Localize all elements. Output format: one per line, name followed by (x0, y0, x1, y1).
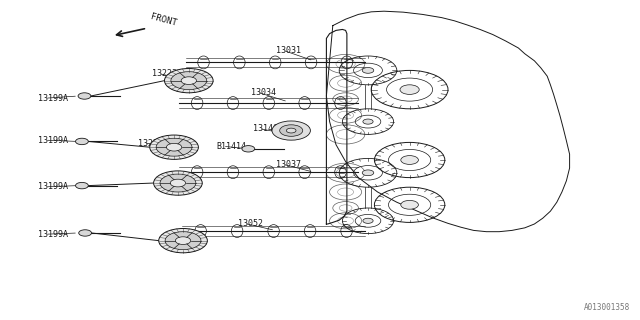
Text: FRONT: FRONT (150, 12, 178, 28)
Text: 13223*D: 13223*D (159, 237, 194, 246)
Circle shape (181, 77, 196, 84)
Circle shape (79, 230, 92, 236)
Circle shape (362, 170, 374, 176)
Text: 13223*C: 13223*C (159, 175, 194, 184)
Circle shape (150, 135, 198, 159)
Text: 13146: 13146 (253, 124, 278, 133)
Circle shape (362, 68, 374, 73)
Text: 13223*A: 13223*A (152, 69, 188, 78)
Text: A013001358: A013001358 (584, 303, 630, 312)
Circle shape (170, 179, 186, 187)
Circle shape (78, 93, 91, 99)
Text: 13052: 13052 (238, 219, 263, 228)
Text: 13199A: 13199A (38, 230, 68, 239)
Text: 13199A: 13199A (38, 136, 68, 145)
Circle shape (159, 228, 207, 253)
Circle shape (156, 138, 192, 156)
Circle shape (242, 146, 255, 152)
Circle shape (76, 182, 88, 189)
Text: 13199A: 13199A (38, 94, 68, 103)
Circle shape (272, 121, 310, 140)
Circle shape (401, 156, 419, 164)
Circle shape (165, 232, 201, 250)
Text: 13037: 13037 (276, 160, 301, 169)
Circle shape (164, 68, 213, 93)
Circle shape (363, 218, 373, 223)
Circle shape (160, 174, 196, 192)
Text: 13223*B: 13223*B (138, 139, 173, 148)
Circle shape (401, 200, 419, 209)
Circle shape (280, 125, 303, 136)
Text: 13034: 13034 (251, 88, 276, 97)
Circle shape (400, 85, 419, 94)
Circle shape (171, 72, 207, 90)
Circle shape (166, 143, 182, 151)
Text: B11414: B11414 (216, 142, 246, 151)
Circle shape (363, 119, 373, 124)
Circle shape (175, 237, 191, 244)
Circle shape (76, 138, 88, 145)
Text: 13031: 13031 (276, 46, 301, 55)
Circle shape (154, 171, 202, 195)
Circle shape (287, 128, 296, 133)
Text: 13199A: 13199A (38, 182, 68, 191)
